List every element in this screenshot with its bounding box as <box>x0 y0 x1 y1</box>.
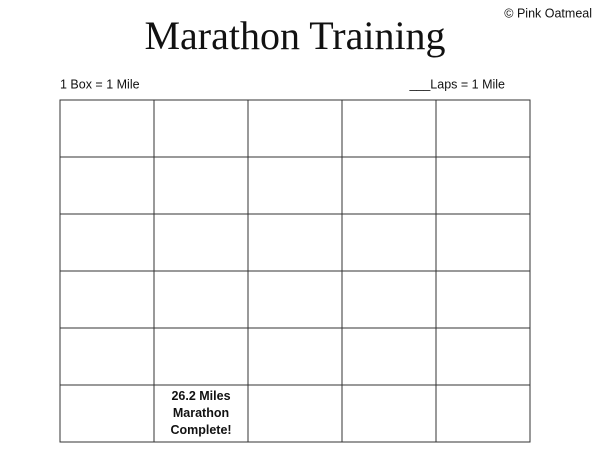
left-note: 1 Box = 1 Mile <box>60 77 140 91</box>
right-note: ___Laps = 1 Mile <box>408 77 505 91</box>
copyright: © Pink Oatmeal <box>504 6 592 20</box>
cell-text: 26.2 Miles <box>171 389 230 403</box>
cell-text: Complete! <box>170 423 231 437</box>
grid: 26.2 Miles Marathon Complete! <box>59 99 531 443</box>
cell-text: Marathon <box>173 406 229 420</box>
title: Marathon Training <box>144 13 445 58</box>
cell <box>435 384 531 443</box>
